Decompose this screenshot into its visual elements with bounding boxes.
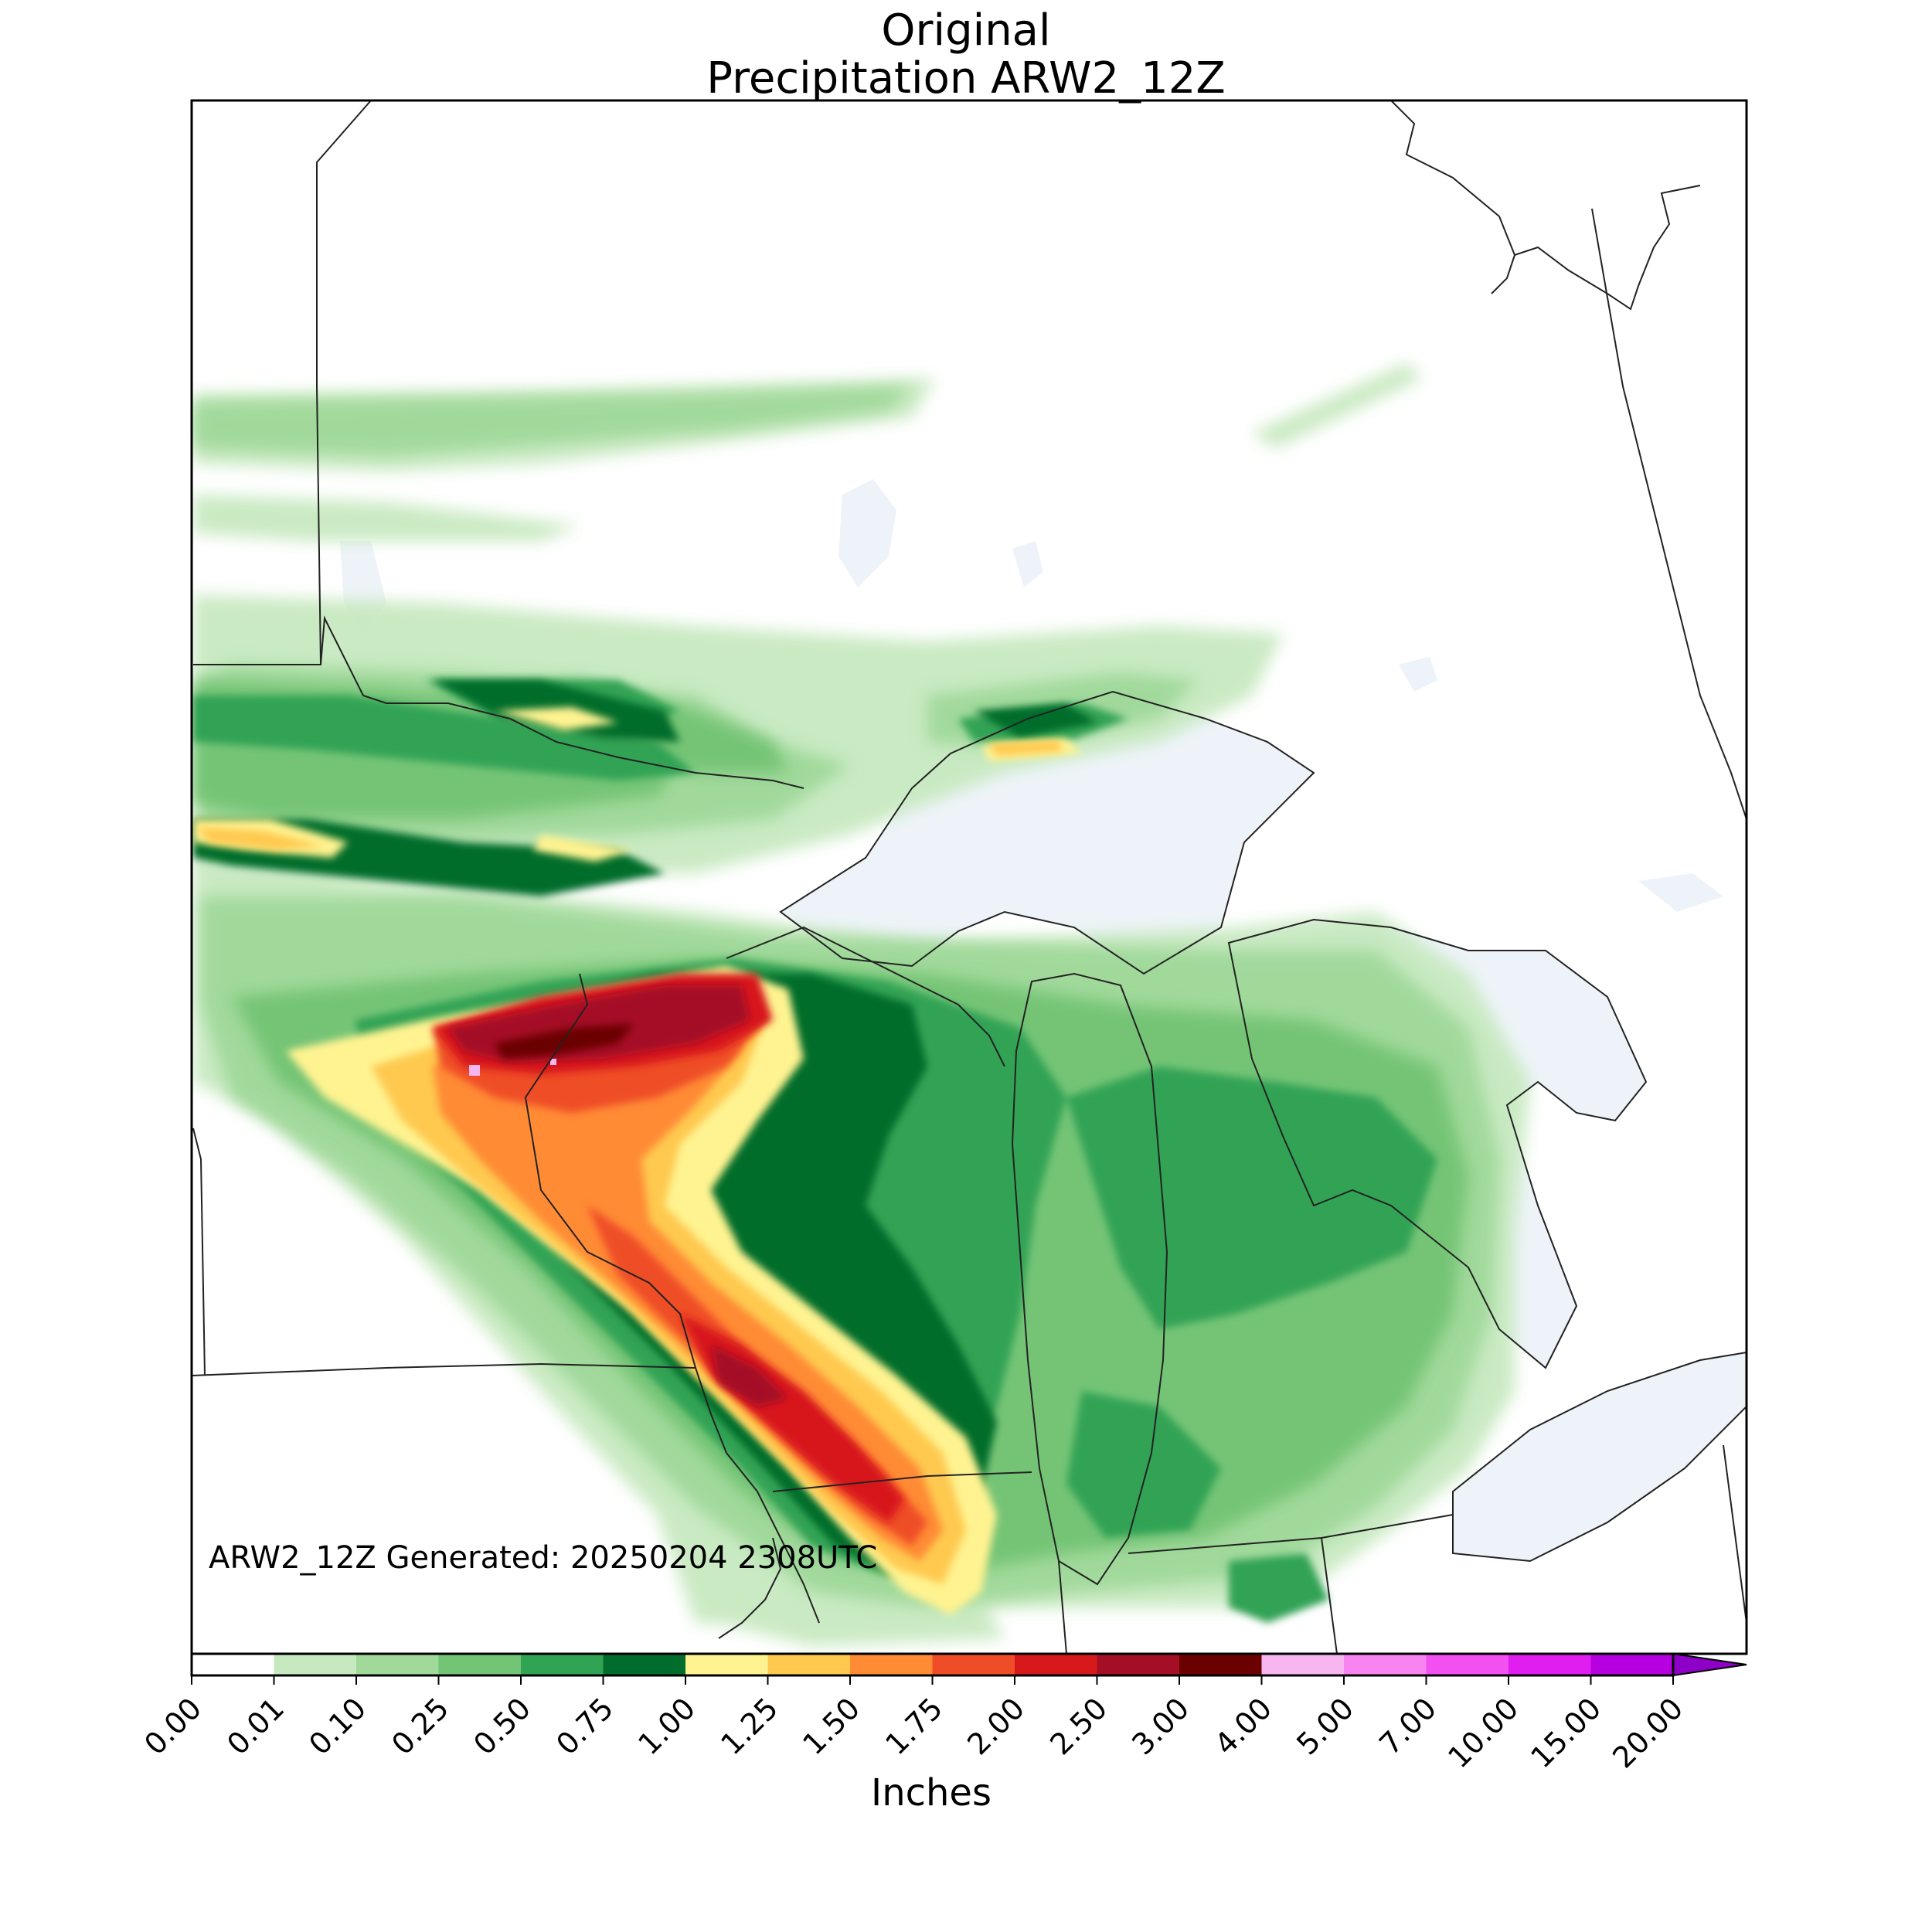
precipitation-field <box>193 363 1530 1646</box>
precip-3.00 <box>495 1024 634 1059</box>
precip-1.25 <box>197 827 325 850</box>
colorbar-segment <box>767 1654 851 1675</box>
lake-superior <box>781 692 1314 974</box>
us-canada-border-west <box>193 615 804 789</box>
generated-stamp: ARW2_12Z Generated: 20250204 2308UTC <box>209 1540 878 1576</box>
colorbar-segment <box>1509 1654 1591 1675</box>
colorbar-unit-label: Inches <box>871 1771 992 1815</box>
colorbar-segment <box>1590 1654 1674 1675</box>
lake-of-the-woods <box>838 479 896 587</box>
small-lake <box>1638 873 1723 912</box>
colorbar-segment <box>438 1654 522 1675</box>
colorbar <box>190 1652 1747 1685</box>
colorbar-segment <box>850 1654 933 1675</box>
illinois-wisconsin-border <box>772 1471 1032 1492</box>
indiana-border <box>1058 1560 1067 1654</box>
lake-huron-shore <box>1227 918 1648 1369</box>
colorbar-segment <box>1344 1654 1427 1675</box>
lake-nipigon <box>1012 541 1043 587</box>
pennsylvania-border <box>1723 1444 1747 1624</box>
manitoba-ontario-border <box>316 100 372 665</box>
colorbar-segment <box>932 1654 1015 1675</box>
colorbar-segment <box>1097 1654 1180 1675</box>
minnesota-wisconsin-border <box>524 973 820 1624</box>
chart-title: Original <box>881 5 1051 56</box>
chart-subtitle: Precipitation ARW2_12Z <box>706 53 1226 104</box>
colorbar-extend-arrow <box>1672 1652 1747 1677</box>
colorbar-segment <box>1426 1654 1509 1675</box>
colorbar-segment <box>685 1654 768 1675</box>
ohio-indiana-border <box>1321 1537 1338 1654</box>
precip-0.50 <box>1229 1553 1329 1623</box>
colorbar-segment <box>1261 1654 1345 1675</box>
ontario-quebec-border <box>1591 208 1747 820</box>
colorbar-segment <box>603 1654 686 1675</box>
precip-4.00 <box>550 1059 556 1065</box>
lake-superior-shore <box>779 690 1315 975</box>
colorbar-segment <box>521 1654 604 1675</box>
precip-1.00 <box>533 835 634 862</box>
colorbar-segment <box>356 1654 439 1675</box>
precip-0.50 <box>1066 1066 1437 1329</box>
precip-0.10 <box>193 386 912 456</box>
lake-michigan-shore <box>1011 972 1168 1586</box>
precip-1.25 <box>989 740 1063 756</box>
precip-4.00 <box>469 1065 480 1076</box>
lake-erie-shore <box>1452 1351 1747 1563</box>
minnesota-west-border <box>192 1128 206 1376</box>
colorbar-segment <box>1179 1654 1262 1675</box>
precip-0.01 <box>1252 363 1422 448</box>
precip-0.50 <box>193 696 696 781</box>
lake-erie <box>1453 1352 1747 1561</box>
map-panel <box>192 100 1747 1654</box>
iowa-illinois-border <box>718 1537 782 1639</box>
precip-2.50 <box>711 1345 788 1406</box>
precip-0.01 <box>193 495 580 541</box>
colorbar-segment <box>1015 1654 1097 1675</box>
precip-0.50 <box>1066 1391 1221 1538</box>
wisconsin-michigan-border <box>726 926 1005 1067</box>
small-lake <box>1399 657 1437 692</box>
colorbar-segment <box>192 1654 274 1675</box>
precip-0.75 <box>974 703 1097 738</box>
colorbar-segment <box>274 1654 357 1675</box>
precip-1.00 <box>495 707 618 730</box>
boundaries <box>192 100 1747 1654</box>
hudson-bay-coast <box>1390 100 1701 311</box>
iowa-minnesota-border <box>192 1362 696 1376</box>
coast-branch <box>1491 254 1515 294</box>
